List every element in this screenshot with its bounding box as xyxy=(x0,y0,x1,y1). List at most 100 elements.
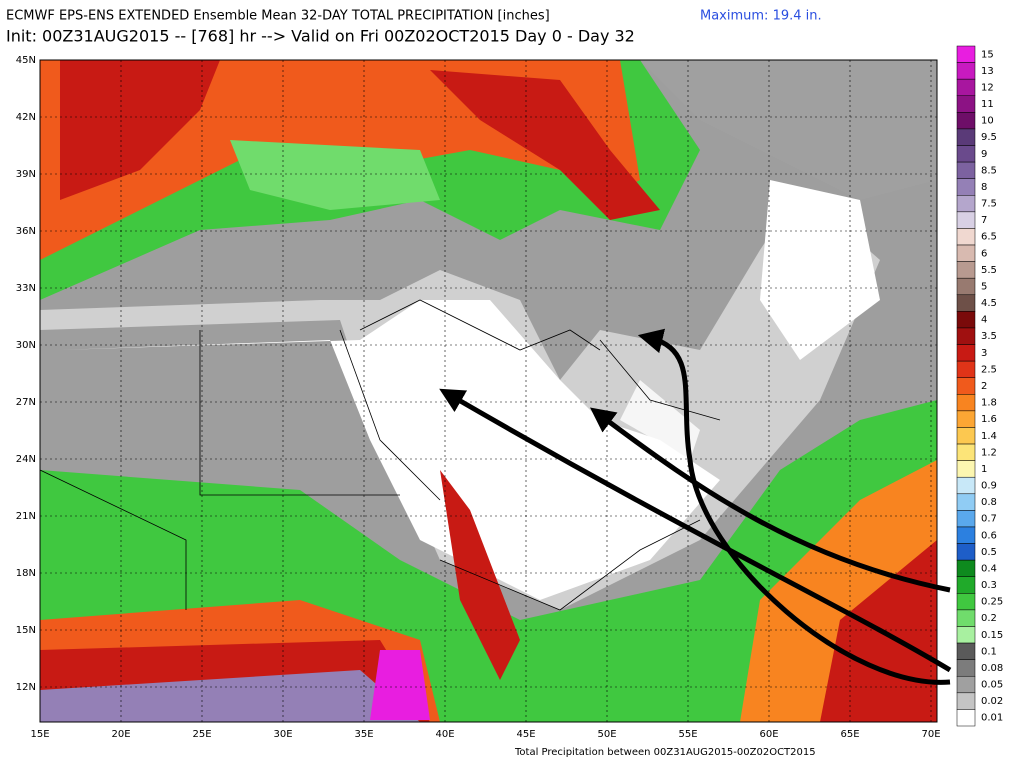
colorbar-label: 4.5 xyxy=(981,298,997,309)
colorbar-label: 1.6 xyxy=(981,414,997,425)
colorbar-label: 6.5 xyxy=(981,232,997,243)
lat-label: 21N xyxy=(16,511,36,522)
colorbar-swatch xyxy=(956,277,976,296)
colorbar-label: 0.7 xyxy=(981,514,997,525)
colorbar-swatch xyxy=(956,311,976,329)
colorbar-swatch xyxy=(956,493,976,511)
colorbar-swatch xyxy=(956,360,976,378)
colorbar-swatch xyxy=(956,410,976,428)
colorbar-swatch xyxy=(956,377,976,395)
colorbar-label: 0.15 xyxy=(981,630,1003,641)
lat-label: 42N xyxy=(16,112,36,123)
colorbar-label: 15 xyxy=(981,49,994,60)
colorbar-swatch xyxy=(956,526,976,544)
colorbar-label: 2.5 xyxy=(981,364,997,375)
colorbar-swatch xyxy=(956,95,976,113)
colorbar-label: 8 xyxy=(981,182,987,193)
lon-label: 65E xyxy=(840,729,859,740)
lon-label: 35E xyxy=(354,729,373,740)
colorbar-swatch xyxy=(956,261,976,279)
colorbar-label: 9.5 xyxy=(981,132,997,143)
colorbar-swatch xyxy=(956,427,976,445)
colorbar-swatch xyxy=(956,394,976,412)
lon-label: 45E xyxy=(516,729,535,740)
colorbar-swatch xyxy=(956,62,976,80)
colorbar-label: 0.05 xyxy=(981,680,1003,691)
colorbar-label: 0.8 xyxy=(981,497,997,508)
colorbar-label: 5.5 xyxy=(981,265,997,276)
colorbar-swatch xyxy=(956,161,976,179)
colorbar-label: 0.9 xyxy=(981,481,997,492)
colorbar-swatch xyxy=(956,609,976,627)
lat-label: 33N xyxy=(16,283,36,294)
colorbar-label: 6 xyxy=(981,248,987,259)
colorbar-label: 5 xyxy=(981,281,987,292)
lon-label: 15E xyxy=(30,729,49,740)
colorbar-label: 1.4 xyxy=(981,431,997,442)
colorbar-label: 7 xyxy=(981,215,987,226)
colorbar-label: 10 xyxy=(981,116,994,127)
lon-label: 55E xyxy=(678,729,697,740)
lat-label: 12N xyxy=(16,682,36,693)
colorbar-swatch xyxy=(956,543,976,561)
colorbar-label: 0.2 xyxy=(981,613,997,624)
colorbar-label: 3.5 xyxy=(981,331,997,342)
colorbar-swatch xyxy=(956,460,976,478)
colorbar-label: 1 xyxy=(981,464,987,475)
colorbar-swatch xyxy=(956,327,976,345)
colorbar-label: 0.5 xyxy=(981,547,997,558)
colorbar-swatch xyxy=(956,45,976,63)
colorbar-swatch xyxy=(956,195,976,213)
colorbar-swatch xyxy=(956,593,976,611)
colorbar-swatch xyxy=(956,642,976,660)
title: ECMWF EPS-ENS EXTENDED Ensemble Mean 32-… xyxy=(6,9,550,24)
colorbar-label: 8.5 xyxy=(981,165,997,176)
colorbar-swatch xyxy=(956,443,976,461)
colorbar-swatch xyxy=(956,659,976,677)
colorbar-label: 3 xyxy=(981,348,987,359)
lat-label: 30N xyxy=(16,340,36,351)
country-borders xyxy=(39,299,721,611)
lat-label: 36N xyxy=(16,226,36,237)
colorbar-label: 0.6 xyxy=(981,530,997,541)
colorbar-label: 0.25 xyxy=(981,597,1003,608)
colorbar-swatch xyxy=(956,559,976,577)
colorbar-swatch xyxy=(956,78,976,97)
colorbar-swatch xyxy=(956,211,976,229)
colorbar-label: 0.08 xyxy=(981,663,1003,674)
colorbar-swatch xyxy=(956,244,976,262)
lat-label: 15N xyxy=(16,625,36,636)
lon-label: 60E xyxy=(759,729,778,740)
colorbar-swatch xyxy=(956,576,976,594)
maximum: Maximum: 19.4 in. xyxy=(700,9,822,24)
colorbar-label: 11 xyxy=(981,99,994,110)
init-line: Init: 00Z31AUG2015 -- [768] hr --> Valid… xyxy=(6,27,635,46)
colorbar-label: 0.01 xyxy=(981,713,1003,724)
colorbar-label: 9 xyxy=(981,149,987,160)
colorbar-swatch xyxy=(956,228,976,246)
colorbar-swatch xyxy=(956,709,976,727)
lat-label: 39N xyxy=(16,169,36,180)
lon-label: 25E xyxy=(192,729,211,740)
lat-label: 45N xyxy=(16,55,36,66)
colorbar-swatch xyxy=(956,344,976,362)
lon-label: 50E xyxy=(597,729,616,740)
colorbar-label: 13 xyxy=(981,66,994,77)
colorbar-swatch xyxy=(956,510,976,528)
footer: Total Precipitation between 00Z31AUG2015… xyxy=(514,747,816,758)
lat-label: 18N xyxy=(16,568,36,579)
colorbar-label: 2 xyxy=(981,381,987,392)
colorbar-label: 0.4 xyxy=(981,563,997,574)
colorbar-swatch xyxy=(956,112,976,130)
lat-label: 24N xyxy=(16,454,36,465)
flow-arrows xyxy=(439,328,952,685)
lon-label: 20E xyxy=(111,729,130,740)
colorbar-swatch xyxy=(956,294,976,312)
colorbar-swatch xyxy=(956,128,976,146)
lon-label: 70E xyxy=(921,729,940,740)
colorbar-label: 12 xyxy=(981,82,994,93)
lon-label: 30E xyxy=(273,729,292,740)
colorbar-label: 0.1 xyxy=(981,646,997,657)
colorbar-swatch xyxy=(956,476,976,495)
